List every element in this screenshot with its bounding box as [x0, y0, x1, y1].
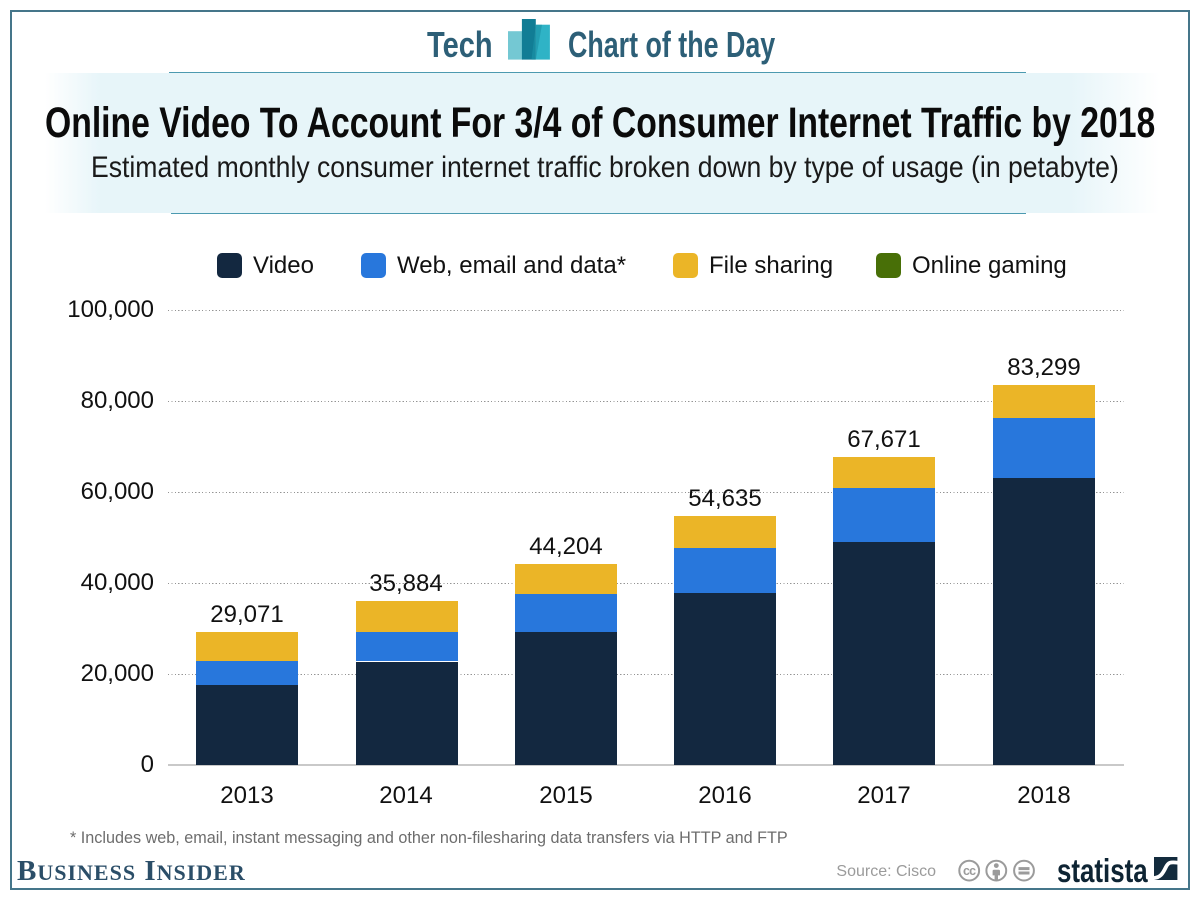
svg-text:cc: cc [963, 864, 976, 878]
